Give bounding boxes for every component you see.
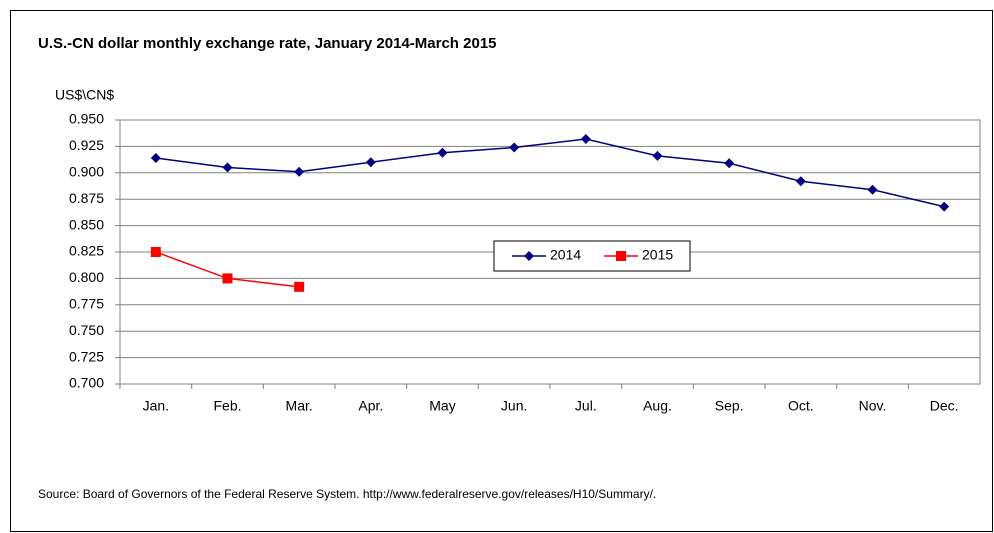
source-note: Source: Board of Governors of the Federa… — [38, 487, 656, 501]
series-line — [155, 138, 945, 208]
data-point — [437, 147, 448, 158]
y-tick-label: 0.700 — [69, 375, 104, 391]
x-tick-label: Nov. — [859, 398, 887, 414]
y-tick-label: 0.850 — [69, 216, 104, 232]
x-tick-label: Mar. — [286, 398, 313, 414]
data-point — [150, 153, 161, 164]
x-tick-label: Jul. — [575, 398, 597, 414]
y-tick-label: 0.825 — [69, 243, 104, 259]
legend-label: 2015 — [642, 247, 673, 263]
data-point — [724, 158, 735, 169]
data-point — [509, 142, 520, 153]
data-point — [294, 166, 305, 177]
data-point — [365, 157, 376, 168]
legend-marker — [616, 251, 626, 261]
y-tick-label: 0.800 — [69, 269, 104, 285]
x-tick-label: Apr. — [358, 398, 383, 414]
y-tick-label: 0.875 — [69, 190, 104, 206]
y-axis-label: US$\CN$ — [55, 87, 114, 103]
data-point — [939, 201, 950, 212]
data-point — [222, 273, 233, 284]
y-tick-label: 0.775 — [69, 296, 104, 312]
legend-label: 2014 — [550, 247, 581, 263]
x-tick-label: Dec. — [930, 398, 959, 414]
x-tick-label: Oct. — [788, 398, 814, 414]
y-tick-label: 0.900 — [69, 164, 104, 180]
y-tick-label: 0.950 — [69, 111, 104, 127]
data-point — [795, 176, 806, 187]
chart-title: U.S.-CN dollar monthly exchange rate, Ja… — [38, 35, 497, 52]
y-tick-label: 0.725 — [69, 348, 104, 364]
data-point — [294, 281, 305, 292]
x-tick-label: Sep. — [715, 398, 744, 414]
data-point — [580, 134, 591, 145]
data-point — [867, 184, 878, 195]
legend-marker — [524, 251, 534, 261]
x-tick-label: Aug. — [643, 398, 672, 414]
y-tick-label: 0.925 — [69, 137, 104, 153]
x-tick-label: May — [429, 398, 455, 414]
y-tick-label: 0.750 — [69, 322, 104, 338]
x-tick-label: Feb. — [213, 398, 241, 414]
x-tick-label: Jun. — [501, 398, 527, 414]
data-point — [652, 150, 663, 161]
x-tick-label: Jan. — [143, 398, 169, 414]
data-point — [150, 247, 161, 257]
data-point — [222, 162, 233, 173]
